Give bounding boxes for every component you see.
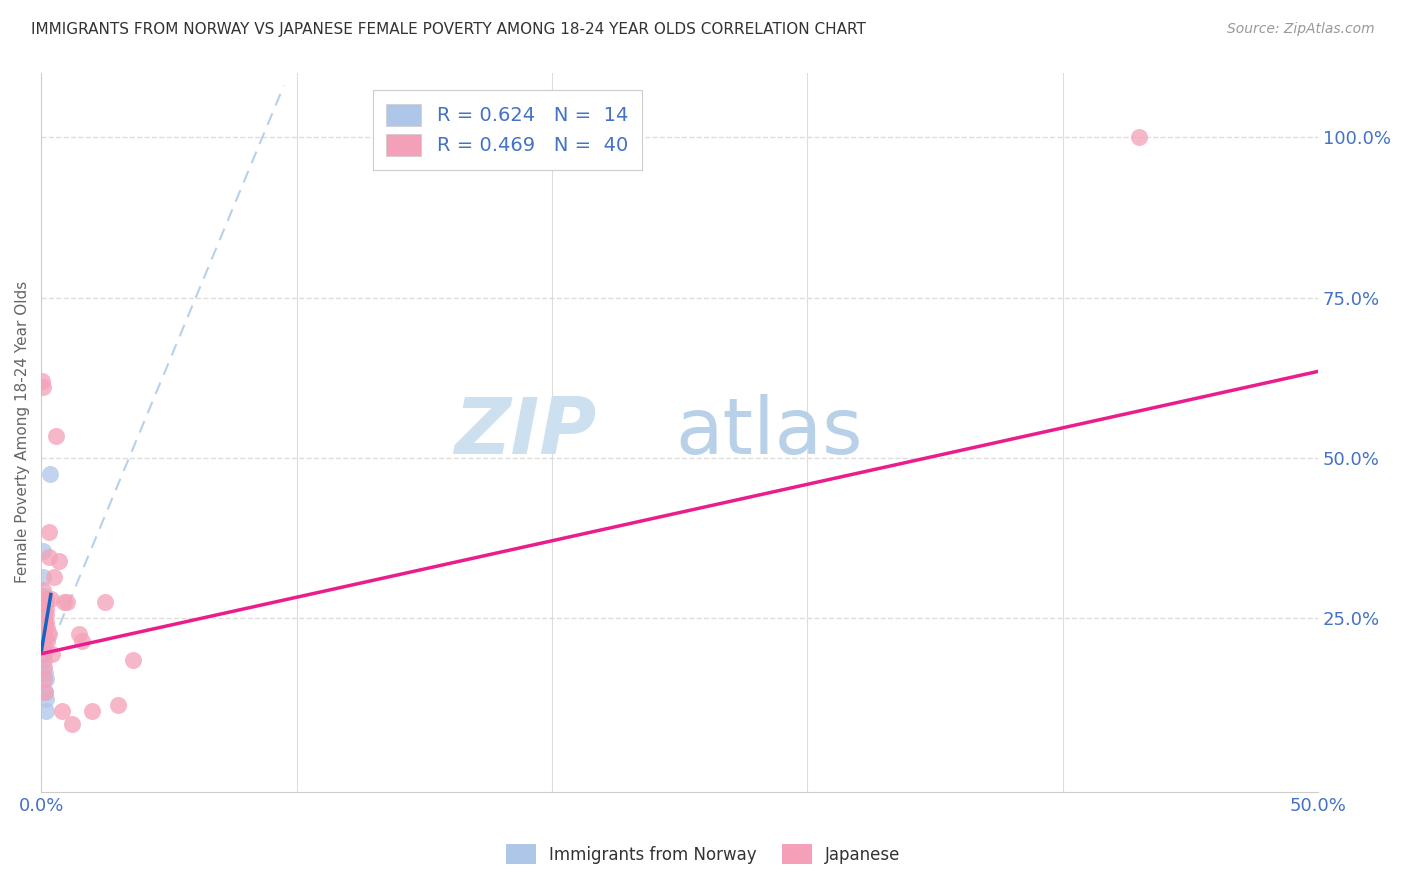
Point <box>31 374 53 388</box>
Legend: Immigrants from Norway, Japanese: Immigrants from Norway, Japanese <box>499 838 907 871</box>
Point <box>34 685 56 699</box>
Point <box>32 659 55 673</box>
Point <box>35 633 58 648</box>
Point <box>32 570 55 584</box>
Point <box>55 595 77 609</box>
Point <box>1128 130 1150 145</box>
Point <box>32 544 55 558</box>
Point <box>32 589 55 603</box>
Point <box>32 602 55 616</box>
Point <box>32 595 55 609</box>
Point <box>41 592 63 607</box>
Point <box>32 627 55 641</box>
Point <box>32 608 55 623</box>
Point <box>35 621 58 635</box>
Point <box>39 467 62 481</box>
Point <box>51 705 73 719</box>
Point <box>35 592 58 607</box>
Point <box>32 582 55 597</box>
Point <box>35 673 58 687</box>
Point <box>35 691 58 706</box>
Point <box>34 685 56 699</box>
Point <box>38 627 60 641</box>
Point <box>94 595 117 609</box>
Point <box>38 524 60 539</box>
Point <box>32 647 55 661</box>
Point <box>45 428 67 442</box>
Point <box>38 550 60 565</box>
Text: atlas: atlas <box>675 394 863 470</box>
Point <box>32 673 55 687</box>
Point <box>35 595 58 609</box>
Point <box>35 608 58 623</box>
Point <box>32 602 55 616</box>
Point <box>35 615 58 629</box>
Point <box>32 627 55 641</box>
Point <box>32 380 55 394</box>
Point <box>32 633 55 648</box>
Y-axis label: Female Poverty Among 18-24 Year Olds: Female Poverty Among 18-24 Year Olds <box>15 281 30 583</box>
Point <box>32 615 55 629</box>
Text: ZIP: ZIP <box>454 394 596 470</box>
Point <box>32 615 55 629</box>
Point <box>32 621 55 635</box>
Point <box>82 705 104 719</box>
Point <box>107 698 129 712</box>
Point <box>67 627 90 641</box>
Text: IMMIGRANTS FROM NORWAY VS JAPANESE FEMALE POVERTY AMONG 18-24 YEAR OLDS CORRELAT: IMMIGRANTS FROM NORWAY VS JAPANESE FEMAL… <box>31 22 866 37</box>
Text: Source: ZipAtlas.com: Source: ZipAtlas.com <box>1227 22 1375 37</box>
Point <box>41 647 63 661</box>
Point <box>122 653 145 667</box>
Point <box>34 665 56 680</box>
Point <box>60 717 83 731</box>
Point <box>35 602 58 616</box>
Point <box>35 705 58 719</box>
Point <box>32 640 55 655</box>
Point <box>32 653 55 667</box>
Point <box>48 554 70 568</box>
Point <box>42 570 65 584</box>
Point <box>70 633 93 648</box>
Legend: R = 0.624   N =  14, R = 0.469   N =  40: R = 0.624 N = 14, R = 0.469 N = 40 <box>373 90 641 169</box>
Point <box>53 595 76 609</box>
